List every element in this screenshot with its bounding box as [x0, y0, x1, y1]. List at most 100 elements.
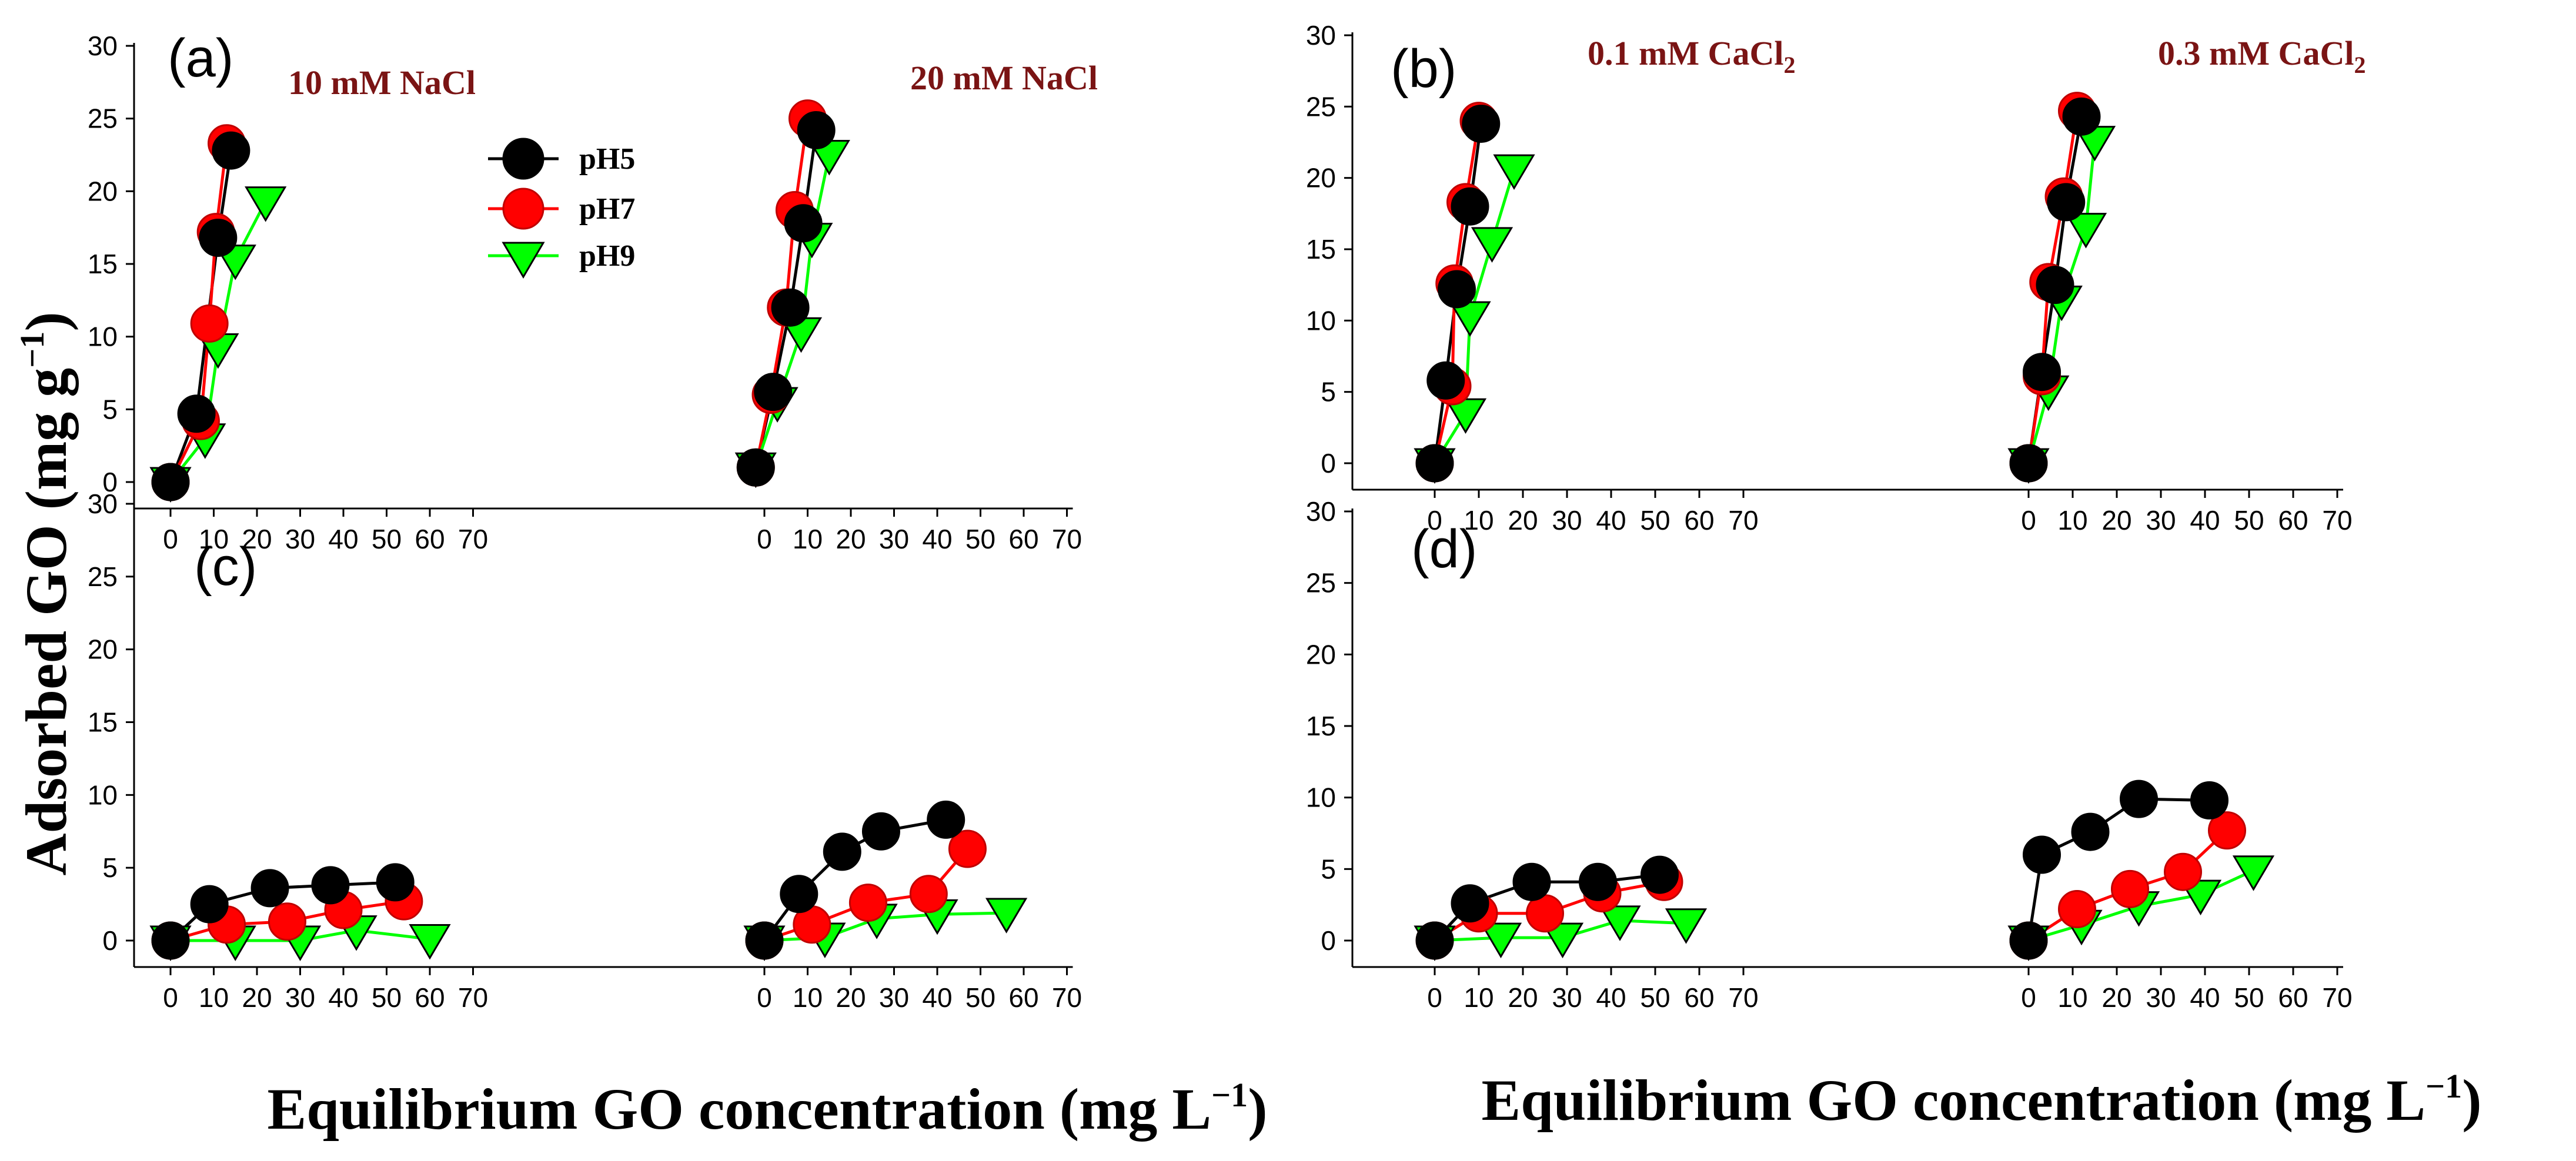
- y-tick-label: 20: [1306, 639, 1336, 670]
- x-tick-label: 0: [757, 982, 772, 1013]
- point-ph5: [1512, 862, 1551, 901]
- legend-label-ph5: pH5: [579, 142, 635, 176]
- panel-label-d: (d): [1411, 519, 1477, 579]
- point-ph5: [771, 288, 810, 327]
- legend-label-ph9: pH9: [579, 239, 635, 273]
- x-tick-label: 0: [163, 982, 178, 1013]
- x-tick-label: 30: [2146, 505, 2176, 536]
- x-tick-label: 50: [372, 982, 402, 1013]
- x-tick-label: 0: [2021, 505, 2036, 536]
- x-tick-label: 40: [2190, 505, 2220, 536]
- x-tick-label: 30: [879, 982, 909, 1013]
- y-tick-label: 10: [88, 779, 118, 810]
- point-ph5: [376, 863, 415, 902]
- y-tick-label: 5: [102, 852, 118, 883]
- subpanel-0: [149, 124, 287, 503]
- point-ph5: [1462, 104, 1501, 143]
- x-tick-label: 10: [793, 524, 823, 554]
- y-tick-label: 10: [1306, 782, 1336, 813]
- y-tick-label: 30: [88, 489, 118, 519]
- x-tick-label: 0: [1427, 982, 1442, 1013]
- x-tick-label: 0: [757, 524, 772, 554]
- x-tick-label: 60: [1008, 982, 1038, 1013]
- x-tick-label: 0: [163, 524, 178, 554]
- point-ph9: [2232, 855, 2275, 891]
- x-tick-label: 70: [458, 982, 488, 1013]
- point-ph7: [190, 304, 229, 343]
- subpanel-6: [1414, 855, 1708, 961]
- y-tick-label: 0: [1321, 925, 1336, 956]
- x-tick-label: 50: [2234, 982, 2264, 1013]
- point-ph9: [1479, 922, 1522, 959]
- point-ph5: [311, 866, 350, 905]
- x-tick-label: 60: [415, 524, 445, 554]
- point-ph7: [2208, 811, 2246, 850]
- x-tick-label: 40: [1596, 982, 1626, 1013]
- x-tick-label: 60: [2278, 505, 2308, 536]
- condition-title-03mm-cacl2: 0.3 mM CaCl2: [2158, 34, 2365, 78]
- condition-title-01mm-cacl2: 0.1 mM CaCl2: [1588, 34, 1795, 78]
- panel-label-b: (b): [1391, 39, 1456, 99]
- point-ph5: [151, 921, 190, 960]
- point-ph5: [2023, 353, 2061, 392]
- x-tick-label: 20: [1508, 982, 1538, 1013]
- x-tick-label: 70: [2322, 982, 2352, 1013]
- x-tick-label: 50: [1640, 982, 1670, 1013]
- point-ph7: [268, 902, 306, 941]
- y-tick-label: 5: [102, 394, 118, 424]
- x-tick-label: 0: [2021, 982, 2036, 1013]
- panel-label-a: (a): [168, 28, 233, 88]
- point-ph5: [2009, 444, 2048, 483]
- x-tick-label: 70: [458, 524, 488, 554]
- point-ph9: [1599, 905, 1641, 941]
- point-ph5: [736, 448, 775, 487]
- x-tick-label: 40: [328, 982, 358, 1013]
- x-tick-label: 10: [1464, 505, 1494, 536]
- point-ph5: [780, 875, 818, 914]
- x-tick-label: 40: [328, 524, 358, 554]
- point-ph5: [2036, 266, 2074, 305]
- x-tick-label: 20: [242, 982, 272, 1013]
- point-ph7: [948, 829, 987, 868]
- condition-title-20mm-nacl: 20 mM NaCl: [910, 59, 1098, 97]
- point-ph5: [754, 373, 793, 411]
- x-tick-label: 20: [242, 524, 272, 554]
- x-tick-label: 30: [1552, 982, 1582, 1013]
- legend-marker-ph5: [502, 138, 544, 180]
- subpanel-3: [2007, 92, 2116, 484]
- x-tick-label: 20: [2101, 982, 2131, 1013]
- point-ph5: [177, 394, 216, 433]
- panel-label-c: (c): [194, 537, 257, 597]
- point-ph5: [745, 921, 784, 960]
- legend-marker-ph9: [502, 242, 545, 279]
- x-tick-label: 30: [285, 982, 315, 1013]
- y-tick-label: 5: [1321, 854, 1336, 884]
- point-ph5: [1415, 444, 1454, 483]
- x-tick-label: 70: [1728, 982, 1758, 1013]
- x-tick-label: 50: [965, 982, 995, 1013]
- y-tick-label: 20: [88, 176, 118, 206]
- point-ph9: [1471, 227, 1513, 263]
- x-tick-label: 10: [2057, 982, 2087, 1013]
- x-tick-label: 60: [2278, 982, 2308, 1013]
- x-axis-title-right: Equilibrium GO concentration (mg L−1): [1482, 1067, 2482, 1133]
- x-tick-label: 30: [879, 524, 909, 554]
- point-ph5: [212, 131, 250, 170]
- panel-group-3: 0 5 10 15 20 25 30 0 10 20 30 40 50 60 70 0 10 20 30 40 50 60…: [1306, 496, 2353, 1013]
- y-tick-label: 30: [1306, 20, 1336, 51]
- point-ph5: [1579, 862, 1617, 901]
- x-tick-label: 70: [2322, 505, 2352, 536]
- point-ph9: [1541, 922, 1584, 959]
- x-tick-label: 10: [199, 524, 229, 554]
- y-tick-label: 25: [88, 103, 118, 134]
- x-tick-label: 20: [836, 982, 866, 1013]
- point-ph5: [2062, 97, 2101, 136]
- point-ph5: [190, 885, 229, 924]
- point-ph5: [1451, 884, 1489, 923]
- point-ph5: [784, 204, 823, 243]
- x-tick-label: 10: [199, 982, 229, 1013]
- point-ph5: [797, 111, 836, 149]
- point-ph5: [927, 800, 965, 839]
